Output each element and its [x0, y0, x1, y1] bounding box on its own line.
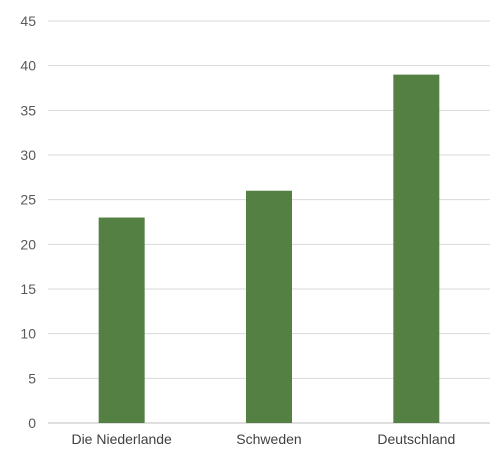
y-tick-label: 25 — [20, 192, 36, 208]
bars — [98, 74, 440, 423]
x-axis-category-labels: Die Niederlande Schweden Deutschland — [71, 431, 455, 447]
y-tick-label: 30 — [20, 147, 36, 163]
y-tick-label: 20 — [20, 236, 36, 252]
y-tick-label: 10 — [20, 326, 36, 342]
y-axis-tick-labels: 0 5 10 15 20 25 30 35 40 45 — [20, 13, 36, 431]
y-tick-label: 15 — [20, 281, 36, 297]
y-tick-label: 0 — [28, 415, 36, 431]
y-tick-label: 35 — [20, 102, 36, 118]
x-category-label: Deutschland — [377, 431, 455, 447]
y-tick-label: 40 — [20, 58, 36, 74]
bar — [393, 74, 440, 423]
x-category-label: Die Niederlande — [71, 431, 172, 447]
y-tick-label: 45 — [20, 13, 36, 29]
y-tick-label: 5 — [28, 370, 36, 386]
bar — [246, 190, 292, 423]
x-category-label: Schweden — [236, 431, 301, 447]
bar — [98, 217, 145, 423]
